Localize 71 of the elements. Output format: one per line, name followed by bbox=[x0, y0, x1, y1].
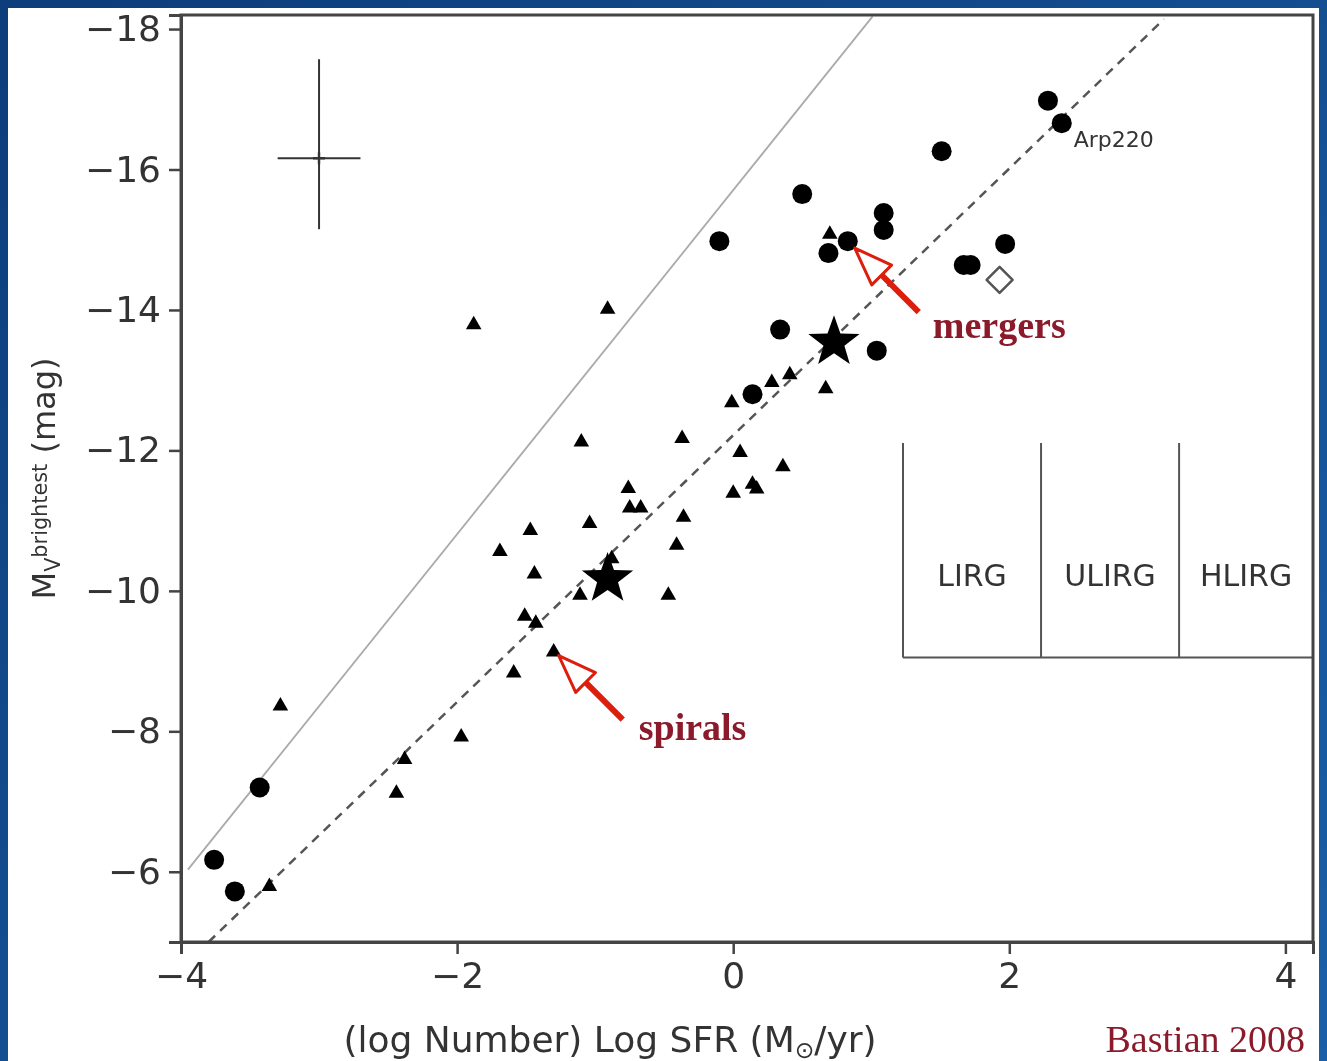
point bbox=[873, 219, 894, 240]
point bbox=[770, 319, 791, 340]
point bbox=[313, 152, 325, 165]
point bbox=[742, 384, 763, 405]
annotation: Arp220 bbox=[1073, 127, 1154, 153]
point bbox=[249, 777, 270, 798]
point bbox=[709, 231, 730, 252]
x-tick-label: 0 bbox=[722, 954, 746, 996]
point bbox=[724, 393, 740, 408]
annotation: mergers bbox=[932, 304, 1066, 347]
point bbox=[1051, 113, 1072, 134]
point bbox=[674, 429, 690, 444]
y-tick-label: −10 bbox=[85, 569, 161, 611]
ref-line-label: HLIRG bbox=[1199, 557, 1293, 593]
point bbox=[453, 728, 469, 742]
x-tick-label: −2 bbox=[431, 954, 485, 996]
x-axis-title: (log Number) Log SFR (M$_{⊙}$/yr) bbox=[343, 1019, 877, 1061]
point bbox=[573, 433, 590, 447]
point bbox=[396, 750, 413, 764]
point bbox=[725, 484, 741, 498]
point bbox=[818, 243, 839, 264]
x-tick-label: −4 bbox=[154, 954, 209, 996]
point bbox=[272, 697, 289, 711]
point bbox=[732, 443, 748, 458]
point bbox=[505, 664, 522, 678]
point bbox=[782, 365, 798, 380]
point bbox=[528, 614, 544, 628]
point bbox=[748, 480, 765, 494]
ref-line-label: ULIRG bbox=[1064, 557, 1156, 593]
y-tick-label: −14 bbox=[85, 288, 161, 330]
point bbox=[995, 233, 1016, 254]
point bbox=[516, 607, 533, 621]
point bbox=[492, 542, 508, 557]
point bbox=[808, 315, 860, 365]
point bbox=[465, 315, 482, 330]
point bbox=[522, 521, 539, 536]
point bbox=[668, 536, 685, 550]
point bbox=[599, 300, 616, 314]
point bbox=[837, 231, 858, 252]
y-tick-label: −12 bbox=[85, 429, 161, 471]
point bbox=[822, 225, 838, 239]
point bbox=[931, 141, 952, 162]
point bbox=[775, 457, 791, 472]
point bbox=[675, 508, 692, 522]
point bbox=[866, 340, 887, 361]
point bbox=[873, 203, 894, 224]
point bbox=[985, 265, 1014, 295]
point bbox=[1037, 90, 1058, 111]
point bbox=[620, 479, 637, 493]
y-tick-label: −8 bbox=[107, 710, 161, 752]
point bbox=[545, 643, 562, 657]
point bbox=[764, 373, 780, 387]
point bbox=[581, 514, 598, 528]
point bbox=[572, 586, 588, 600]
point bbox=[261, 877, 278, 892]
y-tick-label: −18 bbox=[85, 8, 161, 50]
y-tick-label: −6 bbox=[107, 850, 161, 892]
point bbox=[526, 565, 543, 579]
text: Bastian 2008 bbox=[1105, 1018, 1305, 1060]
point bbox=[204, 849, 225, 870]
point bbox=[660, 586, 677, 600]
point bbox=[792, 184, 813, 205]
annotation: spirals bbox=[638, 705, 747, 748]
ref-line-label: LIRG bbox=[937, 557, 1007, 593]
x-tick-label: 4 bbox=[1274, 954, 1298, 996]
x-tick-label: 2 bbox=[998, 954, 1022, 996]
point bbox=[388, 784, 405, 798]
point bbox=[224, 881, 245, 902]
point bbox=[817, 379, 834, 394]
point bbox=[632, 499, 649, 513]
y-tick-label: −16 bbox=[85, 148, 161, 190]
